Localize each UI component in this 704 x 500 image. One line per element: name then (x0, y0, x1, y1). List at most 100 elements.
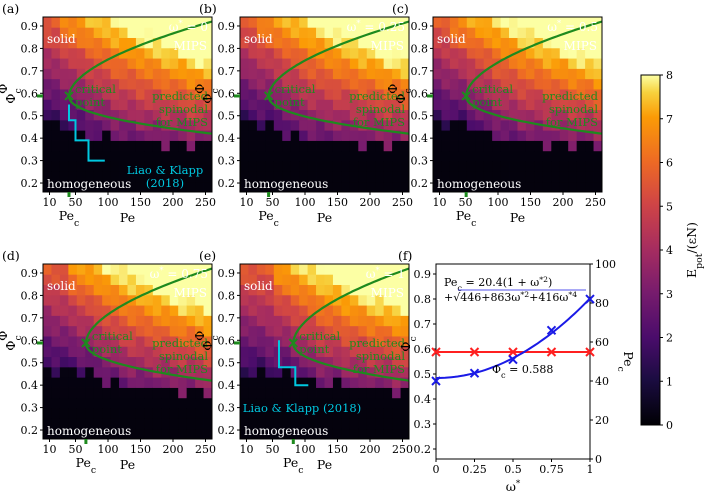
heatmap-cell (517, 58, 527, 69)
heatmap-cell (341, 294, 351, 306)
heatmap-cell (119, 140, 128, 152)
heatmap-cell (433, 119, 442, 131)
heatmap-cell (51, 17, 61, 28)
phase-label-solid: solid (47, 279, 76, 293)
heatmap-cell (102, 346, 111, 358)
heatmap-cell (144, 428, 154, 440)
x-tick-label: 10 (43, 196, 57, 209)
heatmap-cell (400, 408, 410, 419)
heatmap-cell (195, 315, 204, 327)
critical-point-label: point (472, 95, 502, 109)
heatmap-cell (248, 284, 258, 296)
heatmap-cell (195, 264, 204, 275)
heatmap-cell (127, 58, 137, 69)
heatmap-cell (273, 387, 283, 399)
heatmap-cell (324, 27, 334, 38)
heatmap-cell (68, 336, 78, 347)
heatmap-cell (76, 109, 86, 121)
heatmap-cell (186, 181, 196, 193)
omega-label: ω* = 0 (169, 18, 208, 34)
heatmap-cell (59, 140, 69, 152)
heatmap-cell (93, 68, 103, 80)
heatmap-cell (161, 37, 171, 49)
heatmap-cell (500, 161, 510, 172)
heatmap-cell (475, 89, 485, 100)
heatmap-cell (178, 150, 188, 162)
heatmap-cell (483, 109, 493, 121)
heatmap-cell (576, 89, 586, 100)
phi-c-marker (585, 347, 595, 357)
phi-c-value-label: Φc = 0.588 (492, 363, 553, 380)
heatmap-cell (76, 171, 86, 183)
heatmap-cell (76, 58, 86, 69)
heatmap-cell (383, 274, 393, 285)
heatmap-cell (59, 109, 69, 121)
heatmap-cell (366, 294, 376, 306)
heatmap-cell (585, 109, 594, 121)
heatmap-cell (341, 377, 351, 388)
colorbar-gradient (640, 74, 661, 426)
heatmap-cell (240, 366, 249, 378)
heatmap-cell (127, 140, 137, 152)
heatmap-cell (307, 17, 317, 28)
y-tick-label: 0.4 (21, 379, 39, 392)
heatmap-cell (59, 130, 69, 141)
heatmap-cell (265, 274, 275, 285)
heatmap-cell (68, 294, 78, 306)
heatmap-cell (186, 397, 196, 409)
heatmap-cell (51, 387, 61, 399)
heatmap-cell (59, 377, 69, 388)
heatmap-cell (392, 315, 401, 327)
spinodal-label: spinodal (356, 102, 405, 116)
heatmap-cell (76, 99, 86, 111)
heatmap-cell (392, 89, 401, 100)
heatmap-cell (152, 397, 162, 409)
heatmap-cell (161, 78, 171, 90)
heatmap-cell (517, 119, 527, 131)
y-tick-label: 0.2 (21, 177, 39, 190)
heatmap-cell (282, 264, 292, 275)
heatmap-cell (127, 325, 137, 337)
heatmap-cell (144, 356, 154, 368)
heatmap-cell (290, 387, 300, 399)
heatmap-cell (68, 17, 78, 28)
heatmap-cell (248, 397, 258, 409)
heatmap-cell (161, 325, 171, 337)
heatmap-cell (76, 315, 86, 327)
heatmap-cell (534, 171, 544, 183)
heatmap-cell (358, 150, 368, 162)
y-tick-label: 0.8 (411, 42, 429, 55)
heatmap-cell (59, 418, 69, 430)
heatmap-cell (307, 428, 317, 440)
heatmap-cell (349, 294, 359, 306)
heatmap-cell (576, 130, 586, 141)
heatmap-cell (102, 47, 111, 59)
heatmap-cell (144, 99, 154, 111)
heatmap-cell (585, 17, 594, 28)
heatmap-cell (240, 150, 249, 162)
heatmap-cell (383, 397, 393, 409)
heatmap-cell (290, 408, 300, 419)
heatmap-cell (127, 150, 137, 162)
heatmap-cell (102, 150, 111, 162)
heatmap-cell (68, 418, 78, 430)
heatmap-cell (102, 140, 111, 152)
heatmap-cell (186, 37, 196, 49)
heatmap-cell (542, 109, 552, 121)
heatmap-cell (458, 37, 468, 49)
heatmap-cell (449, 140, 459, 152)
heatmap-cell (203, 181, 213, 193)
heatmap-cell (299, 294, 308, 306)
heatmap-cell (110, 284, 120, 296)
heatmap-cell (475, 171, 485, 183)
heatmap-cell (186, 47, 196, 59)
heatmap-cell (102, 408, 111, 419)
heatmap-cell (400, 366, 410, 378)
heatmap-cell (441, 17, 451, 28)
heatmap-cell (102, 305, 111, 316)
heatmap-cell (248, 325, 258, 337)
heatmap-cell (307, 356, 317, 368)
x-tick-label: 100 (488, 196, 509, 209)
heatmap-cell (290, 284, 300, 296)
heatmap-cell (273, 305, 283, 316)
